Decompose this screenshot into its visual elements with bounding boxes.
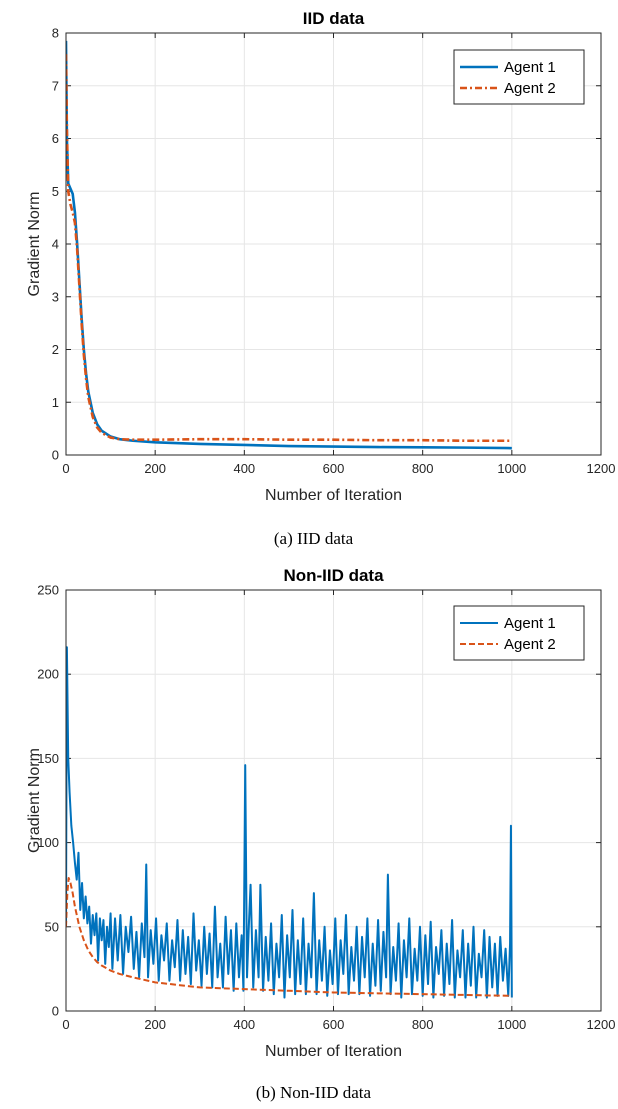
y-tick-label: 200	[37, 667, 59, 682]
axes-box	[65, 32, 602, 456]
y-tick-label: 0	[52, 1004, 59, 1019]
legend-label: Agent 1	[504, 59, 556, 76]
series-line-agent-1	[66, 646, 513, 999]
y-tick-label: 4	[52, 237, 59, 252]
y-tick-label: 8	[52, 26, 59, 41]
y-tick-label: 6	[52, 131, 59, 146]
x-tick-label: 400	[233, 1017, 255, 1032]
x-tick-label: 200	[144, 1017, 166, 1032]
x-axis-label: Number of Iteration	[265, 487, 402, 504]
figure-caption: (b) Non-IID data	[256, 1083, 372, 1102]
x-tick-label: 0	[62, 1017, 69, 1032]
chart-title: IID data	[303, 9, 365, 28]
x-tick-label: 400	[233, 461, 255, 476]
legend: Agent 1 Agent 2	[453, 49, 585, 105]
axes-box	[65, 589, 602, 1012]
y-tick-label: 3	[52, 289, 59, 304]
legend-box	[453, 49, 585, 105]
chart-title: Non-IID data	[283, 566, 384, 585]
legend-label: Agent 2	[504, 80, 556, 97]
x-tick-label: 1000	[497, 461, 526, 476]
y-tick-label: 150	[37, 751, 59, 766]
x-tick-label: 0	[62, 461, 69, 476]
x-tick-label: 800	[412, 1017, 434, 1032]
x-tick-label: 1000	[497, 1017, 526, 1032]
x-tick-label: 600	[323, 461, 345, 476]
legend-box	[453, 605, 585, 661]
x-tick-label: 600	[323, 1017, 345, 1032]
y-axis-label: Gradient Norm	[26, 748, 43, 853]
y-tick-label: 2	[52, 342, 59, 357]
y-tick-label: 250	[37, 583, 59, 598]
y-tick-label: 100	[37, 835, 59, 850]
chart-0: 0 200 400 600 800 1000 1200 0 1 2 3 4 5 6 7 8 IID data Nu…	[26, 9, 615, 548]
series-line-agent-1	[66, 40, 512, 450]
series-line-agent-2	[66, 876, 512, 997]
series-line-agent-2	[66, 54, 512, 443]
figure-caption: (a) IID data	[274, 529, 354, 548]
y-tick-label: 1	[52, 395, 59, 410]
x-tick-label: 200	[144, 461, 166, 476]
chart-1: 0 200 400 600 800 1000 1200 0 50 100 150 200 250 Non-…	[26, 566, 615, 1102]
y-tick-label: 0	[52, 448, 59, 463]
x-tick-label: 1200	[587, 1017, 616, 1032]
x-axis-label: Number of Iteration	[265, 1043, 402, 1060]
legend: Agent 1 Agent 2	[453, 605, 585, 661]
x-tick-label: 800	[412, 461, 434, 476]
y-tick-label: 5	[52, 184, 59, 199]
y-axis-label: Gradient Norm	[26, 192, 43, 297]
legend-label: Agent 1	[504, 615, 556, 632]
legend-label: Agent 2	[504, 636, 556, 653]
x-tick-label: 1200	[587, 461, 616, 476]
y-tick-label: 50	[45, 919, 59, 934]
y-tick-label: 7	[52, 78, 59, 93]
